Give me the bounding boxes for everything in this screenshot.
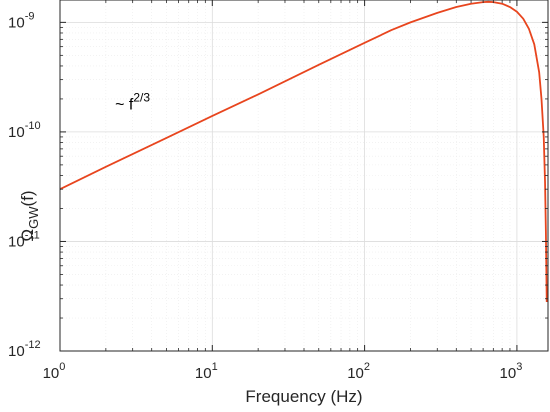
y-axis-label-tail: (f) — [18, 190, 37, 206]
y-tick-label: 10-12 — [8, 339, 41, 360]
tick-marks — [59, 0, 548, 352]
x-tick-labels: 100 101 102 103 — [43, 361, 523, 382]
y-axis-label-sub: GW — [26, 206, 41, 229]
x-tick-label: 100 — [43, 361, 66, 382]
slope-annotation-exp: 2/3 — [133, 91, 150, 105]
slope-annotation: ~ f2/3 — [115, 91, 150, 114]
slope-annotation-base: ~ f — [115, 97, 134, 114]
x-axis-label: Frequency (Hz) — [245, 387, 362, 406]
x-tick-label: 101 — [195, 361, 218, 382]
x-tick-label: 103 — [500, 361, 523, 382]
y-tick-label: 10-11 — [8, 229, 40, 250]
x-tick-label: 102 — [347, 361, 370, 382]
y-tick-label: 10-10 — [8, 120, 41, 141]
y-axis-label-main: Ω — [18, 229, 37, 242]
y-tick-label: 10-9 — [8, 10, 34, 31]
series-line — [59, 0, 548, 303]
y-tick-labels: 10-12 10-11 10-10 10-9 — [8, 10, 41, 360]
series-layer — [59, 0, 548, 303]
y-axis-label: ΩGW(f) — [18, 190, 41, 241]
minor-grid — [60, 0, 548, 351]
